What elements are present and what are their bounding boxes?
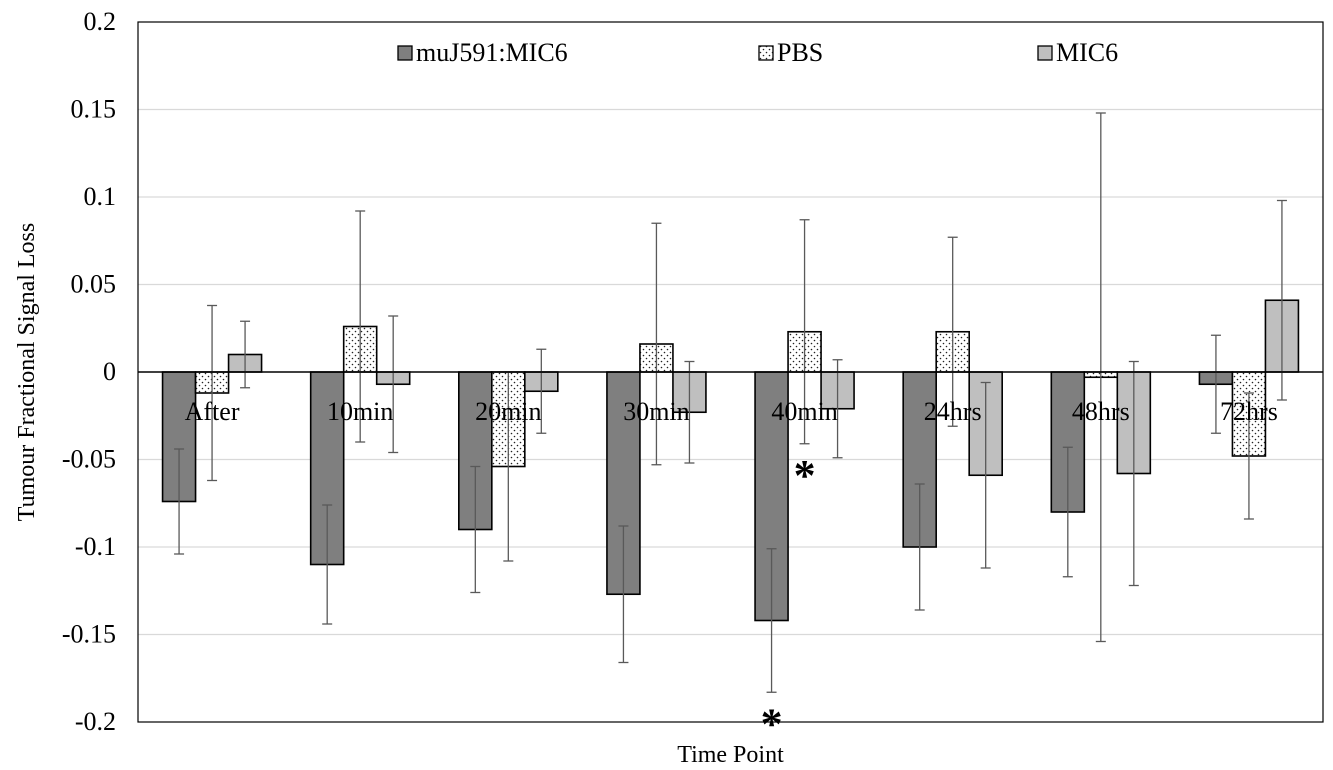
category-label: 40min	[771, 397, 837, 426]
y-tick-label: 0.05	[71, 270, 117, 299]
bars-group	[161, 299, 1300, 622]
y-axis-label: Tumour Fractional Signal Loss	[14, 223, 40, 521]
category-label: 24hrs	[924, 397, 982, 426]
category-label: 20min	[475, 397, 541, 426]
y-tick-labels: 0.2 0.15 0.1 0.05 0 -0.05 -0.1 -0.15 -0.2	[62, 7, 116, 736]
legend: muJ591:MIC6 PBS MIC6	[397, 38, 1118, 67]
legend-label: PBS	[777, 38, 823, 67]
category-label: 30min	[623, 397, 689, 426]
category-label: 48hrs	[1072, 397, 1130, 426]
y-tick-label: 0	[103, 357, 116, 386]
legend-swatch	[397, 45, 413, 61]
annotations: **	[761, 451, 816, 749]
category-label: 72hrs	[1220, 397, 1278, 426]
legend-label: muJ591:MIC6	[416, 38, 568, 67]
y-tick-label: -0.1	[75, 532, 116, 561]
category-label: 10min	[327, 397, 393, 426]
x-axis-label: Time Point	[677, 742, 784, 768]
y-tick-label: -0.05	[62, 445, 116, 474]
significance-asterisk: *	[761, 699, 783, 748]
significance-asterisk: *	[794, 451, 816, 500]
error-bars-group	[174, 112, 1287, 693]
legend-swatch	[1037, 45, 1053, 61]
legend-swatch	[758, 45, 774, 61]
y-tick-label: -0.2	[75, 707, 116, 736]
y-tick-label: -0.15	[62, 620, 116, 649]
category-label: After	[185, 397, 240, 426]
legend-label: MIC6	[1056, 38, 1118, 67]
y-tick-label: 0.15	[71, 95, 117, 124]
category-labels: After 10min 20min 30min 40min 24hrs 48hrs 72hrs	[185, 397, 1278, 426]
y-tick-label: 0.1	[84, 182, 117, 211]
y-tick-label: 0.2	[84, 7, 117, 36]
